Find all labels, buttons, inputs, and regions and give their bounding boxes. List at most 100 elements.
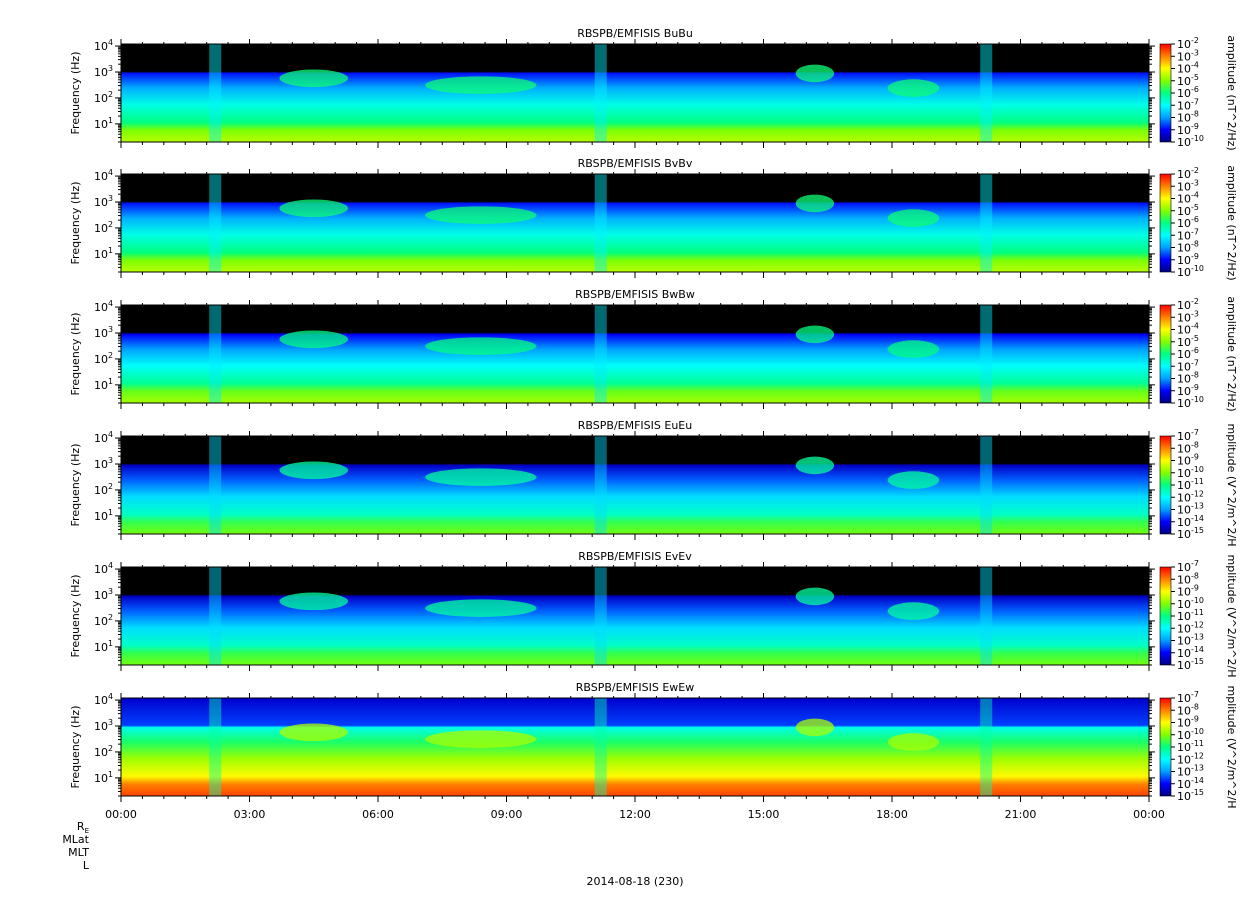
colorbar-tick-label: 10-3 bbox=[1177, 48, 1199, 63]
panel-title: RBSPB/EMFISIS BwBw bbox=[575, 288, 695, 301]
emission-band bbox=[279, 330, 349, 349]
colorbar-tick-label: 10-9 bbox=[1177, 715, 1199, 730]
spectrogram-panel-5: RBSPB/EMFISIS EvEv 101 102 103 104 Frequency … bbox=[69, 550, 1238, 678]
colorbar-tick-label: 10-7 bbox=[1177, 428, 1199, 443]
colorbar-label: amplitude (nT^2/Hz) bbox=[1225, 35, 1238, 150]
perigee-feature bbox=[209, 174, 222, 272]
date-label: 2014-08-18 (230) bbox=[586, 875, 683, 888]
panel-title: RBSPB/EMFISIS BuBu bbox=[577, 27, 693, 40]
colorbar-tick-label: 10-15 bbox=[1177, 526, 1204, 541]
emission-band bbox=[425, 76, 537, 94]
colorbar-tick-label: 10-4 bbox=[1177, 61, 1199, 76]
colorbar-tick-label: 10-6 bbox=[1177, 215, 1199, 230]
y-tick-label: 104 bbox=[94, 561, 113, 576]
colorbar-tick-label: 10-14 bbox=[1177, 514, 1204, 529]
colorbar bbox=[1159, 566, 1172, 666]
colorbar-tick-label: 10-5 bbox=[1177, 203, 1199, 218]
y-axis-label: Frequency (Hz) bbox=[69, 575, 82, 658]
x-tick-label: 03:00 bbox=[234, 808, 266, 821]
colorbar-tick-label: 10-14 bbox=[1177, 645, 1204, 660]
perigee-feature bbox=[594, 436, 607, 534]
colorbar-tick-label: 10-11 bbox=[1177, 608, 1204, 623]
x-tick-label: 12:00 bbox=[619, 808, 651, 821]
colorbar bbox=[1159, 173, 1172, 273]
emission-band bbox=[887, 471, 940, 489]
colorbar-tick-label: 10-2 bbox=[1177, 166, 1199, 181]
y-tick-label: 102 bbox=[94, 220, 113, 235]
colorbar-tick-label: 10-9 bbox=[1177, 584, 1199, 599]
colorbar bbox=[1159, 435, 1172, 535]
y-tick-label: 103 bbox=[94, 587, 113, 602]
spectrogram-panel-6: RBSPB/EMFISIS EwEw 101 102 103 104 Frequency … bbox=[69, 681, 1238, 809]
colorbar-tick-label: 10-10 bbox=[1177, 727, 1204, 742]
perigee-feature bbox=[980, 567, 993, 665]
y-tick-label: 103 bbox=[94, 64, 113, 79]
x-tick-label: 15:00 bbox=[748, 808, 780, 821]
spectrogram-panel-4: RBSPB/EMFISIS EuEu 101 102 103 104 Frequency … bbox=[69, 419, 1238, 547]
panel-title: RBSPB/EMFISIS BvBv bbox=[578, 157, 693, 170]
emission-band bbox=[795, 718, 835, 737]
colorbar-tick-label: 10-13 bbox=[1177, 764, 1204, 779]
colorbar-tick-label: 10-9 bbox=[1177, 252, 1199, 267]
y-tick-label: 103 bbox=[94, 718, 113, 733]
y-tick-label: 104 bbox=[94, 38, 113, 53]
x-tick-label: 06:00 bbox=[362, 808, 394, 821]
perigee-feature bbox=[980, 436, 993, 534]
emission-band bbox=[425, 730, 537, 748]
perigee-feature bbox=[209, 567, 222, 665]
emission-band bbox=[279, 723, 349, 742]
colorbar-tick-label: 10-6 bbox=[1177, 346, 1199, 361]
colorbar-tick-label: 10-7 bbox=[1177, 97, 1199, 112]
panel-title: RBSPB/EMFISIS EwEw bbox=[576, 681, 694, 694]
spectrogram-image bbox=[121, 567, 1149, 665]
perigee-feature bbox=[980, 698, 993, 796]
colorbar-label: mplitude (V^2/m^2/H bbox=[1225, 555, 1238, 678]
spectrogram-image bbox=[121, 174, 1149, 272]
colorbar-tick-label: 10-8 bbox=[1177, 440, 1199, 455]
spectrogram-image bbox=[121, 305, 1149, 403]
colorbar bbox=[1159, 697, 1172, 797]
y-tick-label: 101 bbox=[94, 246, 113, 261]
perigee-feature bbox=[594, 305, 607, 403]
y-tick-label: 102 bbox=[94, 351, 113, 366]
colorbar-tick-label: 10-2 bbox=[1177, 297, 1199, 312]
colorbar-tick-label: 10-2 bbox=[1177, 36, 1199, 51]
emission-band bbox=[795, 64, 835, 83]
colorbar-tick-label: 10-12 bbox=[1177, 751, 1204, 766]
emission-band bbox=[279, 69, 349, 88]
y-tick-label: 101 bbox=[94, 639, 113, 654]
y-axis-label: Frequency (Hz) bbox=[69, 706, 82, 789]
ephemeris-label: MLT bbox=[68, 846, 89, 859]
y-tick-label: 101 bbox=[94, 116, 113, 131]
y-tick-label: 101 bbox=[94, 377, 113, 392]
spectrogram-panel-3: RBSPB/EMFISIS BwBw 101 102 103 104 Frequency … bbox=[69, 288, 1238, 412]
spectrogram-image bbox=[121, 44, 1149, 142]
y-tick-label: 101 bbox=[94, 770, 113, 785]
perigee-feature bbox=[980, 305, 993, 403]
emission-band bbox=[887, 209, 940, 227]
emission-band bbox=[279, 199, 349, 218]
emission-band bbox=[887, 340, 940, 358]
colorbar-tick-label: 10-11 bbox=[1177, 477, 1204, 492]
colorbar-tick-label: 10-4 bbox=[1177, 191, 1199, 206]
spectrogram-image bbox=[121, 436, 1149, 534]
y-tick-label: 102 bbox=[94, 744, 113, 759]
colorbar-tick-label: 10-7 bbox=[1177, 227, 1199, 242]
x-tick-label: 21:00 bbox=[1005, 808, 1037, 821]
colorbar-tick-label: 10-8 bbox=[1177, 110, 1199, 125]
y-axis-label: Frequency (Hz) bbox=[69, 52, 82, 135]
colorbar-tick-label: 10-8 bbox=[1177, 702, 1199, 717]
x-tick-label: 09:00 bbox=[491, 808, 523, 821]
perigee-feature bbox=[209, 305, 222, 403]
colorbar-tick-label: 10-12 bbox=[1177, 489, 1204, 504]
perigee-feature bbox=[209, 698, 222, 796]
perigee-feature bbox=[209, 44, 222, 142]
emission-band bbox=[279, 592, 349, 611]
colorbar-tick-label: 10-15 bbox=[1177, 657, 1204, 672]
emission-band bbox=[887, 602, 940, 620]
colorbar-tick-label: 10-5 bbox=[1177, 73, 1199, 88]
colorbar-tick-label: 10-8 bbox=[1177, 571, 1199, 586]
emission-band bbox=[795, 325, 835, 344]
colorbar-tick-label: 10-11 bbox=[1177, 739, 1204, 754]
perigee-feature bbox=[594, 174, 607, 272]
